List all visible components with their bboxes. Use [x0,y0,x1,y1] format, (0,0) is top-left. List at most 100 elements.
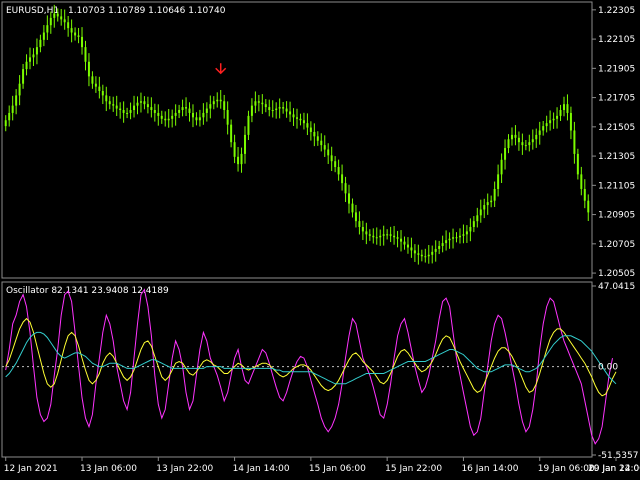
candle [153,103,156,122]
candle [167,108,170,128]
candle [126,107,129,119]
candle [396,230,399,248]
candle [348,184,351,214]
candle [445,230,448,251]
price-tick-label: 1.22105 [598,35,635,45]
price-axis: 1.22305 1.22105 1.21905 1.21705 1.21505 1.213… [592,6,635,279]
oscillator-panel-border [1,281,593,458]
candle [587,194,590,222]
price-tick-label: 1.21305 [598,152,635,162]
candle [403,236,406,250]
candle [171,109,174,128]
candle [334,156,337,173]
candle [406,237,409,254]
candle [35,38,38,65]
candle [330,146,333,172]
candle [531,129,534,150]
candle [212,96,215,110]
candle [393,225,396,245]
time-tick-label: 19 Jan 06:00 [538,464,595,474]
candle [521,133,524,155]
candle [53,4,56,28]
oscillator-tick-label: 0.00 [598,363,618,373]
candle [448,232,451,249]
candle [42,25,45,47]
candle [452,228,455,249]
candle [479,199,482,223]
candle [576,148,579,180]
candle [299,113,302,126]
time-tick-label: 15 Jan 22:00 [385,464,442,474]
candle [302,112,305,130]
candle [15,89,18,115]
time-tick-label: 13 Jan 22:00 [156,464,213,474]
candle [243,126,246,164]
time-tick-label: 13 Jan 06:00 [80,464,137,474]
price-panel[interactable]: EURUSD,H1 1.10703 1.10789 1.10646 1.1074… [1,1,635,279]
candle [483,198,486,219]
candle [458,228,461,244]
candle [81,27,84,55]
oscillator-label: Oscillator 82.1341 23.9408 12.4189 [6,286,169,296]
candle [108,96,111,110]
candle [237,147,240,172]
candle [164,111,167,127]
candle [133,95,136,118]
candle [386,229,389,240]
candle [344,176,347,203]
oscillator-line-2 [5,317,617,397]
candle [368,229,371,241]
candle [556,107,559,129]
oscillator-tick-label: -51.5357 [598,451,638,461]
candle [413,244,416,262]
time-tick-label: 15 Jan 06:00 [309,464,366,474]
candle [400,230,403,252]
candle [292,108,295,126]
oscillator-line-1 [5,288,613,445]
candle [320,133,323,152]
price-tick-label: 1.21705 [598,94,635,104]
candle [313,123,316,147]
oscillator-axis: 47.0415 0.00 -51.5357 [592,282,638,461]
candle [261,94,264,114]
candle [275,102,278,119]
candle [136,96,139,115]
candle [420,249,423,262]
candle [465,225,468,243]
candle [185,97,188,117]
candle [178,104,181,119]
candle [129,102,132,120]
price-tick-label: 1.20705 [598,240,635,250]
candle [410,237,413,258]
candle [524,140,527,151]
time-tick-label: 20 Jan 14:00 [588,464,640,474]
candle [105,86,108,112]
candle [247,110,250,140]
candle [77,27,80,44]
candle [327,143,330,164]
candle [296,108,298,129]
candle [476,207,479,228]
candle [379,229,382,246]
sell-signal-arrow-icon [215,63,227,75]
candle [271,100,274,118]
candle [549,110,552,131]
candle [424,248,427,263]
candle [289,101,292,122]
candle [49,11,52,34]
candle [146,96,149,114]
candle [382,225,385,246]
candle [455,232,458,243]
candle [566,94,569,121]
oscillator-panel[interactable]: Oscillator 82.1341 23.9408 12.4189 47.04… [1,281,638,461]
candle [202,103,205,125]
candle [254,91,257,114]
candle [469,218,472,242]
candle [216,92,219,108]
candle [507,134,510,154]
candle [143,96,146,110]
price-tick-label: 1.20505 [598,269,635,279]
candle [472,216,475,233]
candle [160,110,163,124]
candle [316,131,319,146]
